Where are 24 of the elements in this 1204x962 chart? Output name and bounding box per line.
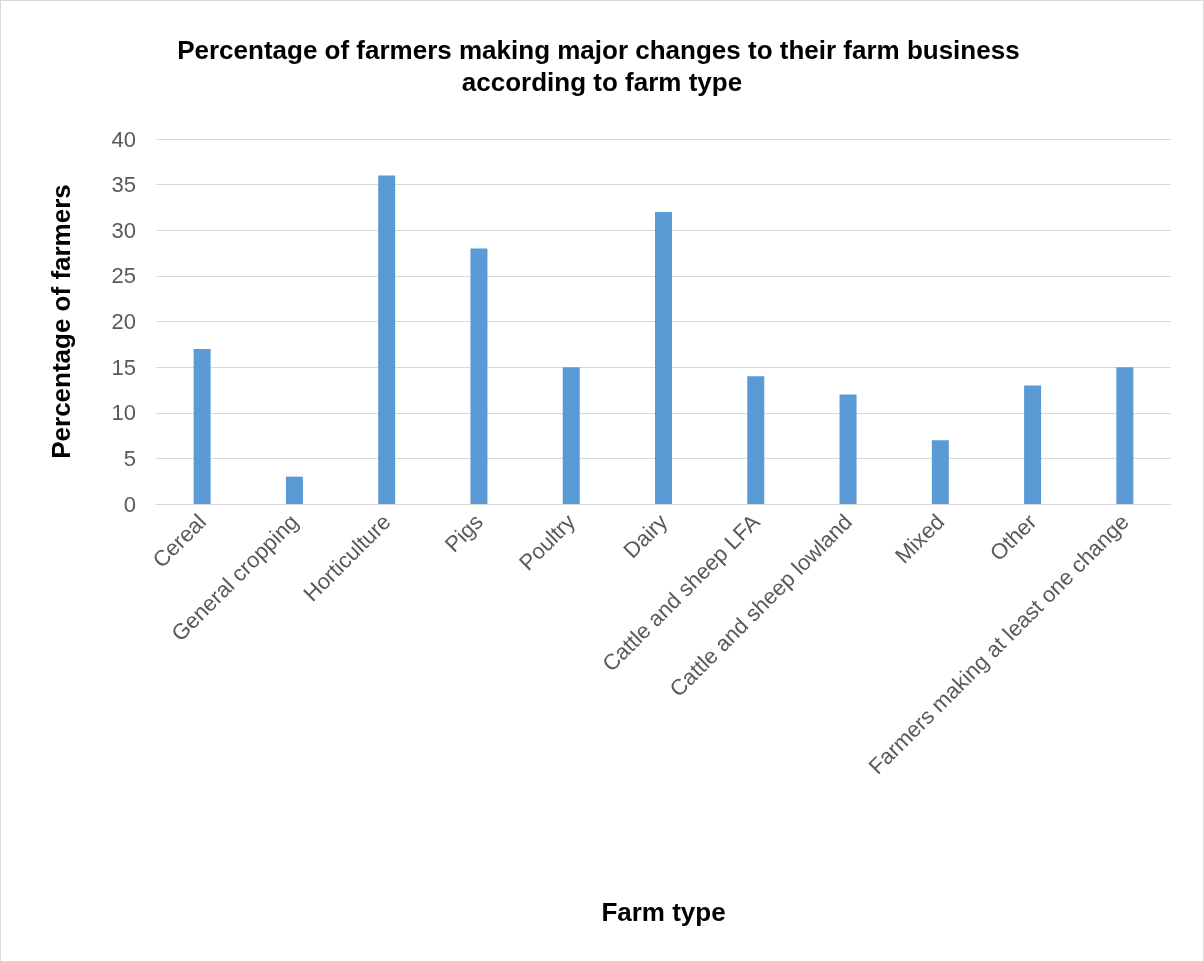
y-tick-label: 10: [111, 400, 136, 426]
bar: [378, 175, 396, 504]
y-tick-label: 0: [123, 491, 136, 517]
y-tick-label: 35: [111, 172, 136, 198]
bar: [1024, 385, 1042, 504]
bar: [839, 394, 857, 504]
x-axis-title: Farm type: [601, 897, 726, 927]
bar: [562, 367, 580, 504]
y-tick-label: 15: [111, 354, 136, 380]
chart-title: Percentage of farmers making major changes to their farm business according to farm type: [177, 35, 1027, 97]
y-tick-label: 40: [111, 126, 136, 152]
bar: [470, 248, 488, 504]
bar: [285, 476, 303, 504]
x-tick-label: Pigs: [439, 509, 488, 558]
bar: [193, 348, 211, 504]
y-tick-label: 5: [123, 445, 136, 471]
bar: [655, 212, 672, 504]
y-axis-title: Percentage of farmers: [46, 184, 76, 459]
y-tick-label: 25: [111, 263, 136, 289]
bar: [1116, 367, 1134, 504]
bar: [747, 376, 765, 504]
y-tick-label: 30: [111, 217, 136, 243]
y-tick-label: 20: [111, 309, 136, 334]
bar: [931, 440, 949, 504]
